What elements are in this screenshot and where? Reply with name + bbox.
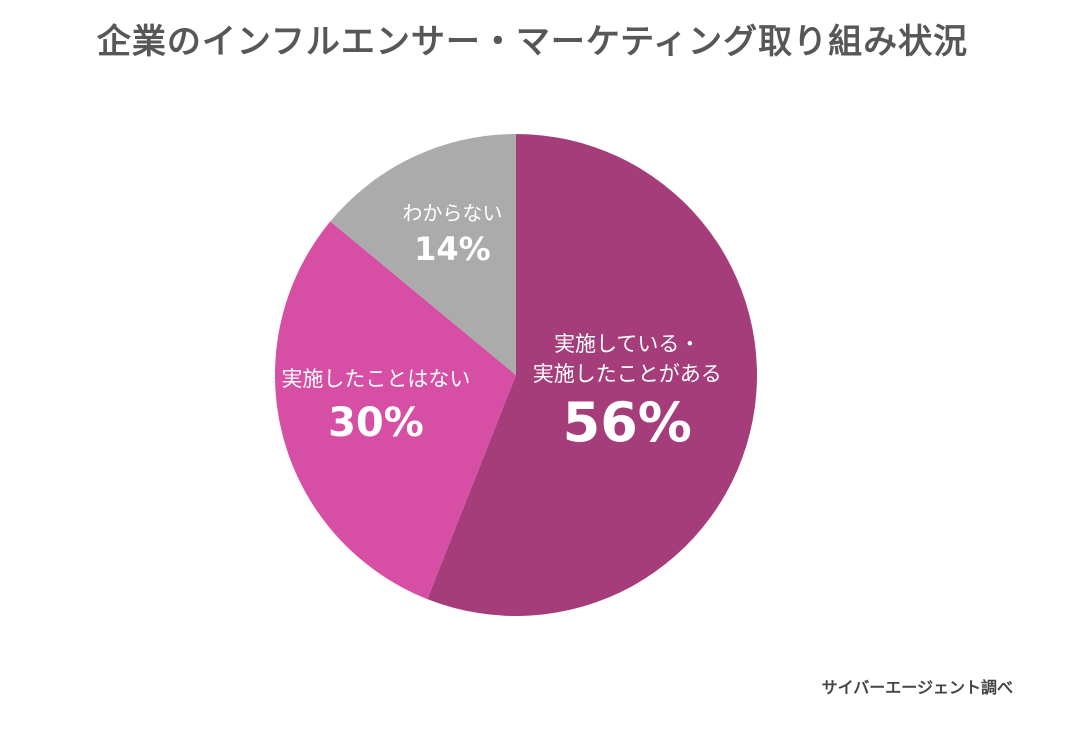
slice-value-label: 30% [328,400,424,446]
slice-label: 実施したことはない [281,367,470,391]
slice-value-label: 14% [414,230,491,268]
slice-label: 実施している・ [554,332,700,356]
pie-slice [274,221,516,600]
source-note: サイバーエージェント調べ [821,678,1013,697]
pie-labels: 実施している・実施したことがある 56% 実施したことはない 30% わからない 14% [281,201,721,454]
chart-title: 企業のインフルエンサー・マーケティング取り組み状況 [96,22,969,62]
slice-label: わからない [402,201,502,225]
pie-slices [274,134,758,616]
slice-value-label: 56% [563,391,692,454]
slice-label: 実施したことがある [533,362,722,386]
pie-slice [427,134,758,616]
pie-slice [330,134,516,375]
